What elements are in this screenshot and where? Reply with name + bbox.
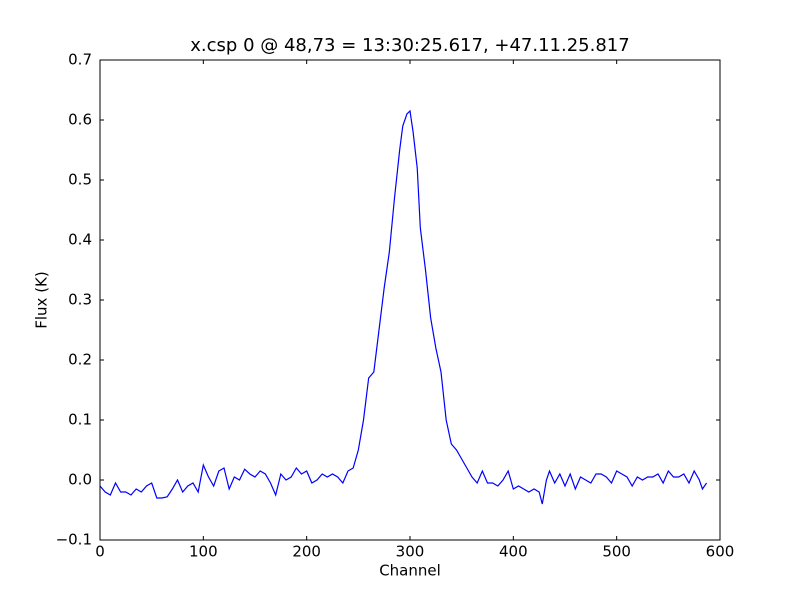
- y-tick-label: 0.1: [68, 411, 92, 429]
- x-tick-label: 0: [95, 543, 105, 561]
- x-tick-label: 100: [189, 543, 218, 561]
- y-tick-label: −0.1: [56, 531, 92, 549]
- y-tick-label: 0.5: [68, 171, 92, 189]
- y-tick-label: 0.7: [68, 51, 92, 69]
- y-tick-label: 0.3: [68, 291, 92, 309]
- x-tick-label: 600: [706, 543, 735, 561]
- y-axis-label: Flux (K): [33, 271, 51, 329]
- x-tick-label: 300: [396, 543, 425, 561]
- x-tick-label: 200: [292, 543, 321, 561]
- data-line: [99, 109, 708, 505]
- chart-title: x.csp 0 @ 48,73 = 13:30:25.617, +47.11.2…: [190, 35, 629, 56]
- x-tick-label: 400: [499, 543, 528, 561]
- y-tick-label: 0.6: [68, 111, 92, 129]
- y-tick-label: 0.4: [68, 231, 92, 249]
- y-tick-label: 0.2: [68, 351, 92, 369]
- plot-frame: [99, 59, 721, 541]
- x-tick-label: 500: [602, 543, 631, 561]
- y-tick-label: 0.0: [68, 471, 92, 489]
- x-axis-label: Channel: [379, 562, 441, 580]
